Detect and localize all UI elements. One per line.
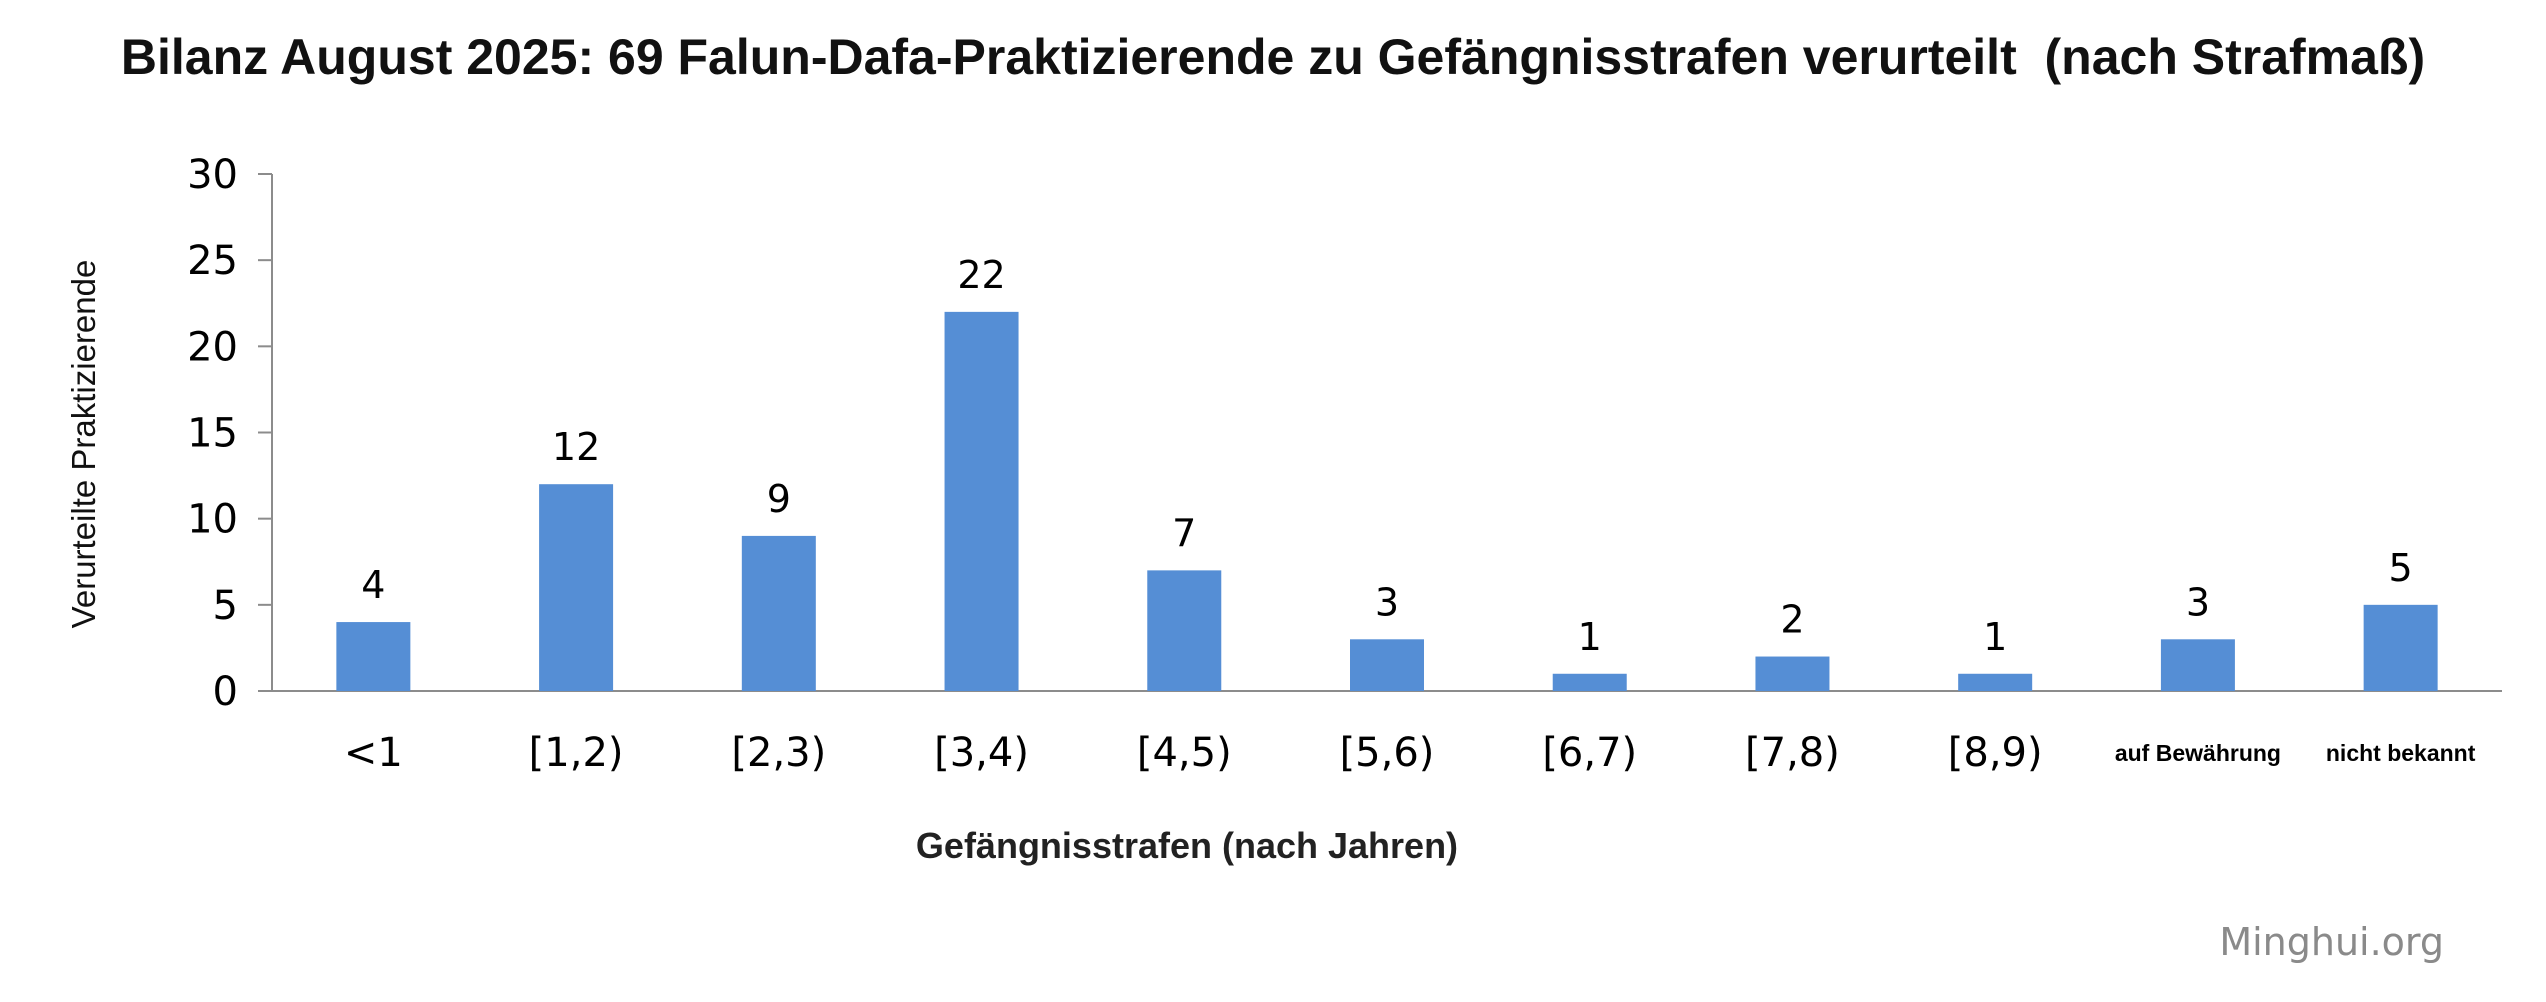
data-label: 7 <box>1172 511 1196 555</box>
y-tick-label: 15 <box>187 411 238 457</box>
data-label: 3 <box>2186 580 2210 624</box>
x-tick-label: nicht bekannt <box>2326 740 2476 766</box>
y-tick-label: 30 <box>187 152 238 198</box>
bar <box>1350 639 1424 691</box>
x-tick-label: [7,8) <box>1745 730 1840 776</box>
watermark: Minghui.org <box>2219 920 2444 964</box>
bar <box>2363 604 2438 691</box>
y-tick-label: 20 <box>187 324 238 370</box>
data-label: 2 <box>1780 598 1804 642</box>
data-label: 1 <box>1578 615 1602 659</box>
data-label: 22 <box>957 253 1005 297</box>
x-tick-label: [8,9) <box>1948 730 2043 776</box>
data-label: 3 <box>1375 580 1399 624</box>
bar <box>1552 673 1627 691</box>
x-tick-label: <1 <box>344 730 403 776</box>
bar <box>336 622 411 691</box>
x-tick-label: [4,5) <box>1137 730 1232 776</box>
x-axis-label: Gefängnisstrafen (nach Jahren) <box>916 825 1458 866</box>
x-tick-label: [1,2) <box>529 730 624 776</box>
chart-title: Bilanz August 2025: 69 Falun-Dafa-Prakti… <box>120 29 2426 85</box>
x-tick-label: auf Bewährung <box>2115 740 2281 766</box>
data-label: 5 <box>2389 546 2413 590</box>
bar <box>539 484 614 691</box>
bar <box>741 535 816 691</box>
x-tick-label: [6,7) <box>1542 730 1637 776</box>
data-label: 9 <box>767 477 791 521</box>
bar <box>2160 639 2235 691</box>
x-tick-label: [5,6) <box>1340 730 1435 776</box>
bar <box>1147 570 1222 691</box>
data-label: 12 <box>552 425 600 469</box>
bar <box>1755 656 1830 691</box>
y-tick-label: 25 <box>187 238 238 284</box>
data-label: 4 <box>361 563 385 607</box>
y-tick-label: 0 <box>213 669 238 715</box>
bar <box>944 311 1019 691</box>
data-label: 1 <box>1983 615 2007 659</box>
x-tick-label: [3,4) <box>934 730 1029 776</box>
x-tick-label: [2,3) <box>731 730 826 776</box>
bar <box>1958 673 2033 691</box>
y-tick-label: 5 <box>213 583 238 629</box>
y-tick-label: 10 <box>187 497 238 543</box>
y-axis-label: Verurteilte Praktizierende <box>65 260 102 629</box>
